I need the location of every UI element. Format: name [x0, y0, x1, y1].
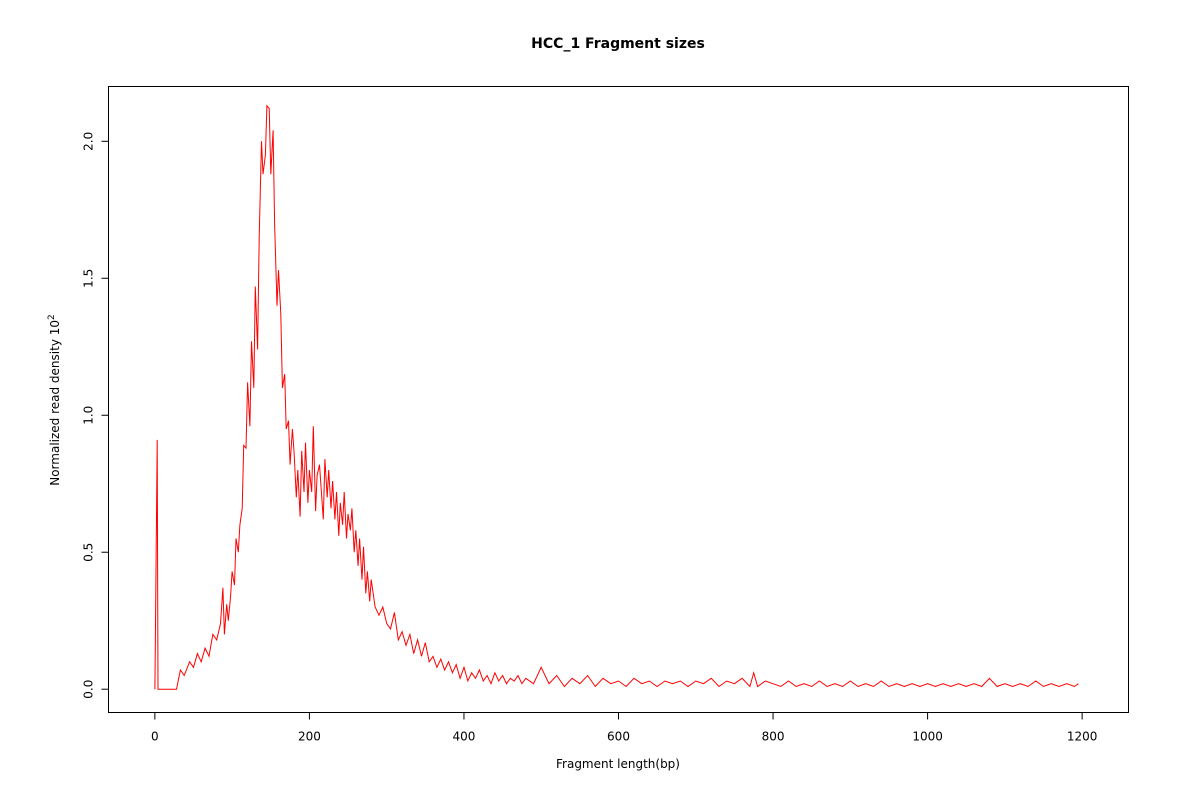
- y-tick-label: 0.0: [82, 680, 96, 699]
- x-tick-label: 1000: [912, 730, 943, 744]
- y-tick-label: 0.5: [82, 543, 96, 562]
- y-axis-label-exponent: 2: [47, 314, 57, 320]
- y-axis-label-power: 10: [48, 320, 62, 335]
- x-tick-label: 600: [607, 730, 630, 744]
- x-axis: 0 200 400 600 800 1000 1200: [151, 712, 1098, 744]
- y-axis-label-text: Normalized read density: [48, 339, 62, 486]
- x-tick-label: 1200: [1067, 730, 1098, 744]
- x-tick-label: 800: [762, 730, 785, 744]
- y-tick-label: 2.0: [82, 132, 96, 151]
- plot-frame: [108, 86, 1129, 713]
- x-axis-label: Fragment length(bp): [556, 757, 680, 771]
- y-tick-label: 1.5: [82, 269, 96, 288]
- x-tick-label: 0: [151, 730, 159, 744]
- y-axis-label: Normalized read density 102: [47, 314, 62, 486]
- plot-area: [154, 104, 1079, 690]
- chart-title: HCC_1 Fragment sizes: [531, 36, 705, 52]
- x-tick-label: 200: [298, 730, 321, 744]
- y-axis: 0.0 0.5 1.0 1.5 2.0: [82, 132, 109, 699]
- series-line: [154, 104, 1079, 690]
- x-tick-label: 400: [453, 730, 476, 744]
- y-tick-label: 1.0: [82, 406, 96, 425]
